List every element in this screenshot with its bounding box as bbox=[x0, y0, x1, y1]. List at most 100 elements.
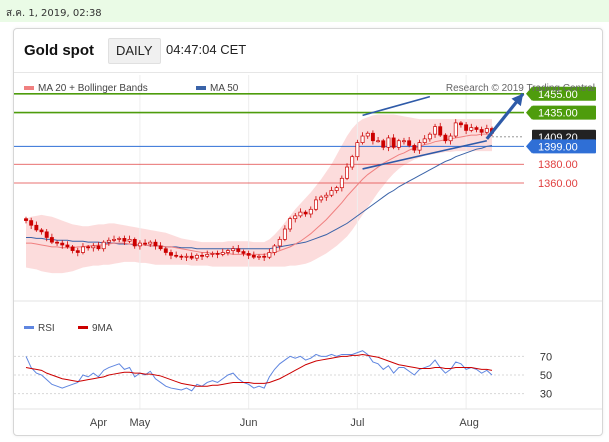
candle-55 bbox=[308, 206, 313, 218]
candle-body bbox=[308, 208, 313, 215]
candle-body bbox=[458, 122, 463, 126]
source-credit: Research © 2019 Trading Central bbox=[446, 83, 595, 94]
candle-49 bbox=[277, 236, 282, 250]
timestamp: ส.ค. 1, 2019, 02:38 bbox=[6, 8, 102, 19]
candle-24 bbox=[148, 240, 153, 247]
candle-body bbox=[169, 252, 173, 256]
candle-64 bbox=[355, 139, 360, 161]
candle-81 bbox=[443, 133, 448, 144]
candle-body bbox=[288, 218, 293, 230]
candle-body bbox=[484, 128, 489, 133]
header-divider bbox=[14, 72, 602, 73]
candle-body bbox=[391, 137, 396, 148]
candle-body bbox=[262, 255, 267, 258]
candle-27 bbox=[163, 246, 168, 256]
price-label-1455.00: 1455.00 bbox=[526, 86, 596, 101]
candle-8 bbox=[65, 241, 70, 249]
candle-body bbox=[251, 254, 256, 258]
candle-48 bbox=[272, 244, 277, 256]
candle-body bbox=[246, 253, 251, 256]
candle-34 bbox=[200, 252, 204, 261]
period-badge[interactable]: DAILY bbox=[108, 38, 161, 64]
candle-body bbox=[60, 242, 65, 246]
candle-body bbox=[257, 255, 261, 258]
candle-1 bbox=[29, 217, 34, 230]
x-tick-jul: Jul bbox=[350, 417, 364, 429]
candle-47 bbox=[267, 248, 272, 260]
candle-body bbox=[381, 140, 386, 148]
chart-card: Gold spot DAILY 04:47:04 CET 1455.00 1435… bbox=[13, 28, 603, 436]
candle-body bbox=[117, 238, 122, 240]
candle-51 bbox=[288, 216, 293, 232]
candle-22 bbox=[137, 240, 142, 250]
rsi-panel: RSI 9MA 30 50 70 bbox=[14, 323, 552, 401]
candle-61 bbox=[339, 175, 344, 192]
candle-87 bbox=[474, 125, 479, 133]
candle-body bbox=[272, 245, 277, 253]
candle-86 bbox=[469, 123, 474, 133]
candle-10 bbox=[75, 247, 80, 257]
candle-53 bbox=[298, 208, 303, 218]
candle-77 bbox=[422, 135, 427, 145]
candle-38 bbox=[220, 248, 225, 257]
candle-body bbox=[339, 177, 344, 189]
rsi-tick-50: 50 bbox=[540, 370, 552, 382]
rsi-legend-label-0: RSI bbox=[38, 323, 55, 334]
x-tick-may: May bbox=[130, 417, 151, 429]
candle-body bbox=[422, 138, 427, 143]
candle-29 bbox=[174, 251, 179, 259]
price-label-1380.00: 1380.00 bbox=[538, 159, 578, 171]
candle-body bbox=[153, 241, 158, 247]
chart-legend: MA 20 + Bollinger Bands MA 50 Research © 2… bbox=[24, 83, 595, 94]
price-label-box bbox=[532, 139, 596, 154]
candle-body bbox=[70, 246, 75, 251]
candle-body bbox=[55, 241, 60, 244]
price-label-text: 1399.00 bbox=[538, 141, 578, 153]
rsi-legend-swatch-0 bbox=[24, 326, 34, 329]
price-levels bbox=[14, 92, 524, 184]
candle-body bbox=[75, 250, 80, 253]
candle-body bbox=[205, 254, 210, 257]
trend-line-1 bbox=[362, 95, 431, 117]
rsi-line bbox=[25, 350, 493, 392]
candle-52 bbox=[293, 213, 298, 223]
candle-body bbox=[345, 166, 349, 179]
candle-7 bbox=[60, 240, 65, 249]
candle-21 bbox=[132, 237, 137, 249]
candle-11 bbox=[81, 243, 85, 255]
candle-body bbox=[453, 122, 458, 137]
candle-body bbox=[474, 127, 479, 130]
legend-swatch-0 bbox=[24, 86, 34, 90]
candle-88 bbox=[479, 126, 484, 137]
candle-89 bbox=[484, 124, 489, 135]
candle-45 bbox=[257, 254, 261, 261]
trend-line-2 bbox=[362, 139, 487, 170]
candle-5 bbox=[49, 233, 54, 245]
candle-body bbox=[132, 238, 137, 247]
candle-body bbox=[194, 254, 199, 259]
candle-body bbox=[282, 228, 287, 240]
candle-16 bbox=[106, 237, 111, 246]
candle-74 bbox=[407, 136, 412, 148]
candle-body bbox=[464, 124, 469, 131]
candle-32 bbox=[189, 252, 194, 261]
candle-body bbox=[34, 224, 39, 231]
candle-33 bbox=[194, 253, 199, 261]
candle-body bbox=[127, 238, 132, 242]
candle-body bbox=[184, 255, 189, 258]
price-label-text: 1435.00 bbox=[538, 108, 578, 120]
candle-body bbox=[277, 238, 282, 247]
candle-72 bbox=[396, 138, 401, 151]
candle-46 bbox=[262, 253, 267, 261]
candle-body bbox=[303, 211, 308, 215]
candle-56 bbox=[314, 196, 318, 212]
legend-label-0: MA 20 + Bollinger Bands bbox=[38, 83, 148, 94]
bollinger-band-area bbox=[26, 114, 492, 274]
x-tick-apr: Apr bbox=[90, 417, 107, 429]
candle-body bbox=[407, 140, 412, 146]
candle-body bbox=[412, 145, 417, 151]
candle-36 bbox=[210, 251, 215, 258]
price-label-1399.00: 1399.00 bbox=[526, 139, 596, 154]
candle-body bbox=[101, 241, 106, 250]
candle-body bbox=[112, 238, 116, 241]
